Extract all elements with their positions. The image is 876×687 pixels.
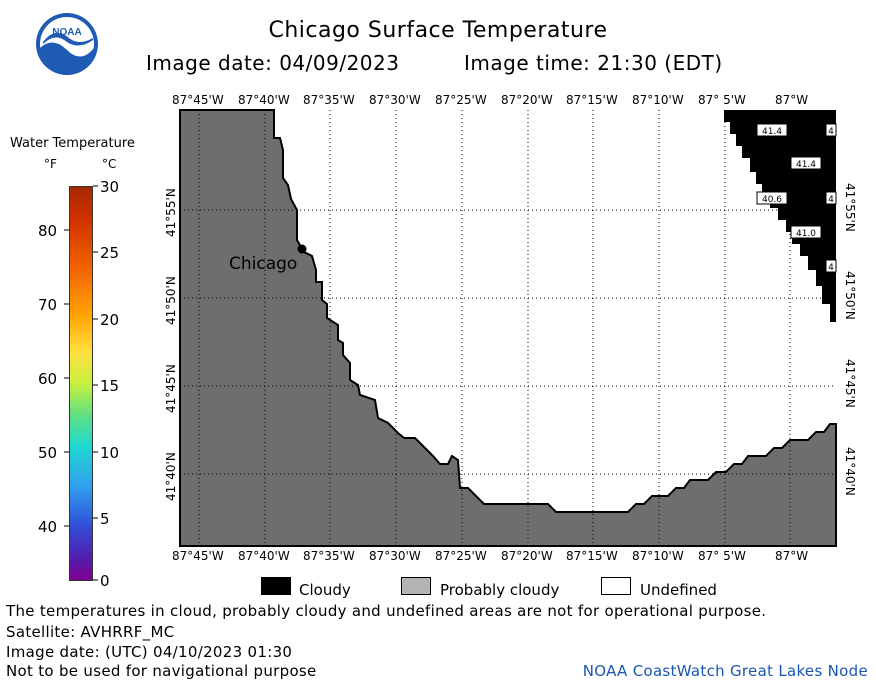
scale-tick-c: 25	[100, 244, 120, 262]
image-date: Image date: 04/09/2023	[146, 51, 400, 75]
lat-label: 41°50'N	[164, 276, 178, 325]
city-label: Chicago	[229, 254, 297, 274]
scale-tick-marks	[64, 185, 98, 581]
scale-tick-f: 70	[38, 296, 58, 314]
scale-tick-f: 60	[38, 370, 58, 388]
lon-label: 87°15'W	[566, 549, 618, 563]
scale-tick-f: 40	[38, 518, 58, 536]
legend-label-cloudy: Cloudy	[299, 581, 351, 599]
lon-label: 87°35'W	[303, 93, 355, 107]
scale-tick-c: 15	[100, 377, 120, 395]
scale-tick-c: 20	[100, 311, 120, 329]
legend-swatch-probably-cloudy	[401, 577, 431, 595]
lon-label: 87°45'W	[172, 93, 224, 107]
map-grid	[180, 110, 836, 546]
lon-label: 87° 5'W	[698, 549, 746, 563]
noaa-logo-icon: NOAA	[36, 13, 98, 75]
disclaimer-note: The temperatures in cloud, probably clou…	[6, 602, 767, 620]
lon-label: 87°30'W	[369, 549, 421, 563]
logo-text: NOAA	[52, 27, 81, 38]
lon-label: 87°20'W	[501, 549, 553, 563]
cloud-value: 41.4	[762, 127, 782, 137]
cloud-value-labels: 41.4 4 41.4 40.6 4 41.0 4	[756, 123, 837, 273]
lon-label: 87°10'W	[632, 549, 684, 563]
lon-label: 87°25'W	[435, 549, 487, 563]
scale-tick-f: 50	[38, 444, 58, 462]
credit-link[interactable]: NOAA CoastWatch Great Lakes Node	[582, 662, 868, 680]
lon-label: 87°40'W	[238, 93, 290, 107]
land-area	[179, 109, 837, 547]
legend-swatch-undefined	[601, 577, 631, 595]
lat-label: 41°40'N	[164, 452, 178, 501]
lon-label: 87°W	[775, 93, 809, 107]
lon-label: 87°35'W	[303, 549, 355, 563]
cloud-value: 4	[828, 263, 834, 273]
legend-swatch-cloudy	[261, 577, 291, 595]
lon-label: 87°40'W	[238, 549, 290, 563]
satellite-info: Satellite: AVHRRF_MC	[6, 623, 175, 641]
city-marker-icon	[297, 244, 307, 254]
lon-label: 87°15'W	[566, 93, 618, 107]
page-title: Chicago Surface Temperature	[268, 18, 608, 43]
legend-label-undefined: Undefined	[640, 581, 717, 599]
lon-label: 87°25'W	[435, 93, 487, 107]
scale-tick-c: 10	[100, 444, 120, 462]
utc-image-date: Image date: (UTC) 04/10/2023 01:30	[6, 643, 293, 661]
lon-label: 87°45'W	[172, 549, 224, 563]
lat-label: 41°55'N	[164, 188, 178, 237]
image-time: Image time: 21:30 (EDT)	[464, 51, 723, 75]
cloud-value: 40.6	[762, 195, 782, 205]
scale-title: Water Temperature	[10, 136, 135, 151]
scale-unit-c: °C	[102, 157, 117, 171]
legend-label-probably-cloudy: Probably cloudy	[440, 581, 560, 599]
color-scale-bar	[69, 186, 93, 581]
lon-label: 87°10'W	[632, 93, 684, 107]
lat-label: 41°45'N	[843, 359, 857, 408]
lon-label: 87°W	[775, 549, 809, 563]
navigation-warning: Not to be used for navigational purpose	[6, 662, 317, 680]
cloud-value: 41.0	[796, 229, 816, 239]
lat-label: 41°55'N	[843, 183, 857, 232]
lon-label: 87°30'W	[369, 93, 421, 107]
lat-label: 41°45'N	[164, 364, 178, 413]
cloud-value: 41.4	[796, 160, 816, 170]
lon-label: 87° 5'W	[698, 93, 746, 107]
lat-label: 41°50'N	[843, 271, 857, 320]
cloud-value: 4	[828, 195, 834, 205]
lon-label: 87°20'W	[501, 93, 553, 107]
scale-unit-f: °F	[44, 157, 57, 171]
scale-tick-f: 80	[38, 222, 58, 240]
scale-tick-c: 30	[100, 178, 120, 196]
scale-tick-c: 5	[100, 510, 110, 528]
lat-label: 41°40'N	[843, 447, 857, 496]
scale-tick-c: 0	[100, 572, 110, 590]
cloud-value: 4	[828, 127, 834, 137]
